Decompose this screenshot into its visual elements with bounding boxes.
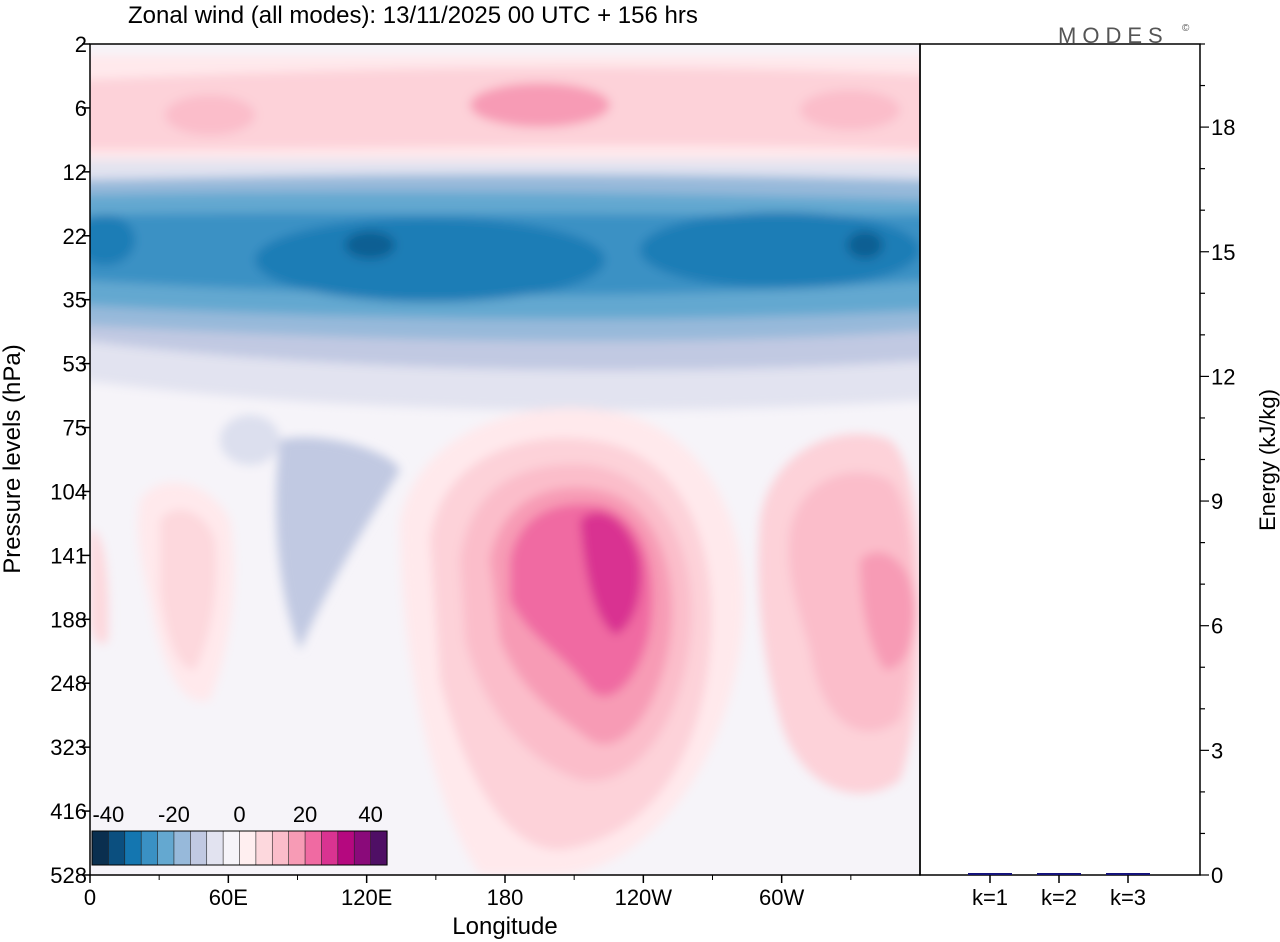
longitude-tick-label: 180 xyxy=(487,885,524,910)
pressure-axis: 2 6 12 22 35 53 75 104 141 188 248 323 416 528 xyxy=(50,32,90,888)
y-axis-label: Pressure levels (hPa) xyxy=(0,344,26,573)
colorbar-cell xyxy=(304,830,323,866)
energy-axis-label: Energy (kJ/kg) xyxy=(1255,389,1280,531)
colorbar-cell xyxy=(91,830,109,866)
colorbar-cell xyxy=(239,830,257,866)
upper-westerly-core-east xyxy=(800,90,900,130)
energy-tick-label: 6 xyxy=(1211,614,1223,639)
energy-axis: 0 3 6 9 12 15 18 xyxy=(1200,43,1235,888)
longitude-axis: 0 60E 120E 180 120W 60W xyxy=(84,875,852,910)
upper-westerly-core xyxy=(470,83,610,127)
colorbar-cell xyxy=(288,830,306,866)
energy-bar xyxy=(968,873,1012,875)
energy-bar xyxy=(1106,873,1150,875)
longitude-tick-label: 60W xyxy=(759,885,804,910)
easterly-core-1 xyxy=(255,218,605,302)
colorbar-cell xyxy=(140,830,159,866)
modes-logo-mark: © xyxy=(1182,23,1190,34)
pressure-tick-label: 12 xyxy=(63,160,87,185)
upper-westerly-core-west xyxy=(165,95,255,135)
easterly-max-1 xyxy=(345,231,395,259)
colorbar-cell xyxy=(370,830,388,866)
longitude-tick-label: 0 xyxy=(84,885,96,910)
pacific-jet-core xyxy=(580,512,641,635)
colorbar-frame xyxy=(91,830,388,866)
easterly-core-3 xyxy=(90,215,135,265)
pressure-tick-label: 35 xyxy=(63,288,87,313)
colorbar-tick-label: 0 xyxy=(233,802,245,827)
energy-bars: k=1 k=2 k=3 xyxy=(968,873,1150,910)
colorbar: -40 -20 0 20 40 xyxy=(91,802,388,866)
pressure-tick-label: 528 xyxy=(50,863,87,888)
pressure-tick-label: 53 xyxy=(63,352,87,377)
colorbar-cell xyxy=(321,830,339,866)
atlantic-jet-core xyxy=(860,552,916,670)
colorbar-cell xyxy=(353,830,372,866)
longitude-tick-label: 60E xyxy=(209,885,248,910)
longitude-tick-label: 120W xyxy=(615,885,673,910)
colorbar-tick-label: 40 xyxy=(358,802,382,827)
colorbar-cell xyxy=(337,830,355,866)
energy-tick-label: 0 xyxy=(1211,863,1223,888)
energy-tick-label: 9 xyxy=(1211,489,1223,514)
colorbar-cell xyxy=(271,830,290,866)
energy-tick-label: 3 xyxy=(1211,738,1223,763)
weak-easterly-tongue xyxy=(276,437,400,650)
colorbar-cell xyxy=(190,830,208,866)
pressure-tick-label: 6 xyxy=(75,96,87,121)
west-minor-jet-core xyxy=(160,509,217,670)
pressure-tick-label: 104 xyxy=(50,479,87,504)
colorbar-cell xyxy=(157,830,175,866)
colorbar-tick-label: 20 xyxy=(293,802,317,827)
colorbar-labels: -40 -20 0 20 40 xyxy=(92,802,382,827)
bar-category-label: k=2 xyxy=(1041,885,1077,910)
bar-category-label: k=1 xyxy=(972,885,1008,910)
pressure-tick-label: 323 xyxy=(50,735,87,760)
west-edge-jet xyxy=(90,530,109,644)
colorbar-cell xyxy=(124,830,142,866)
pressure-tick-label: 22 xyxy=(63,224,87,249)
energy-tick-label: 15 xyxy=(1211,240,1235,265)
energy-tick-label: 12 xyxy=(1211,364,1235,389)
pressure-tick-label: 248 xyxy=(50,671,87,696)
colorbar-cell xyxy=(206,830,224,866)
weak-easterly-patch xyxy=(220,415,280,465)
atlantic-jet-ring-1 xyxy=(788,472,914,732)
wind-heatmap xyxy=(90,44,920,875)
colorbar-tick-label: -20 xyxy=(158,802,190,827)
colorbar-cell xyxy=(222,830,241,866)
energy-bar xyxy=(1037,873,1081,875)
easterly-max-2 xyxy=(847,231,883,259)
pressure-tick-label: 416 xyxy=(50,799,87,824)
easterly-core-2 xyxy=(640,212,920,288)
bar-panel-frame xyxy=(919,43,1201,876)
colorbar-cell xyxy=(173,830,191,866)
longitude-tick-label: 120E xyxy=(341,885,392,910)
pressure-tick-label: 75 xyxy=(63,416,87,441)
x-axis-label: Longitude xyxy=(452,913,557,940)
colorbar-cells xyxy=(91,830,388,866)
colorbar-tick-label: -40 xyxy=(92,802,124,827)
energy-tick-label: 18 xyxy=(1211,115,1235,140)
colorbar-cell xyxy=(255,830,273,866)
pressure-tick-label: 141 xyxy=(50,543,87,568)
pressure-tick-label: 188 xyxy=(50,607,87,632)
chart-title: Zonal wind (all modes): 13/11/2025 00 UT… xyxy=(128,2,698,29)
pressure-tick-label: 2 xyxy=(75,32,87,57)
colorbar-cell xyxy=(108,830,126,866)
bar-category-label: k=3 xyxy=(1110,885,1146,910)
